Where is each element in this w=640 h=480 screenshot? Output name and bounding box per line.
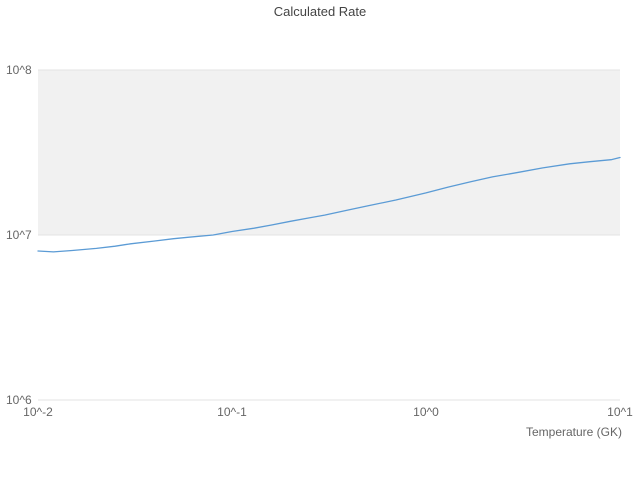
series-line-calculated-rate: [37, 156, 621, 253]
y-tick-label: 10^6: [6, 393, 32, 407]
x-tick-label: 10^1: [607, 405, 633, 419]
x-tick-label: 10^-1: [217, 405, 247, 419]
y-tick-label: 10^7: [6, 228, 32, 242]
chart-title: Calculated Rate: [273, 4, 367, 19]
x-tick-label: 10^-2: [23, 405, 53, 419]
x-tick-label: 10^0: [413, 405, 439, 419]
decade-band: [38, 70, 620, 235]
y-tick-label: 10^8: [6, 63, 32, 77]
x-axis-title: Temperature (GK): [525, 425, 622, 439]
